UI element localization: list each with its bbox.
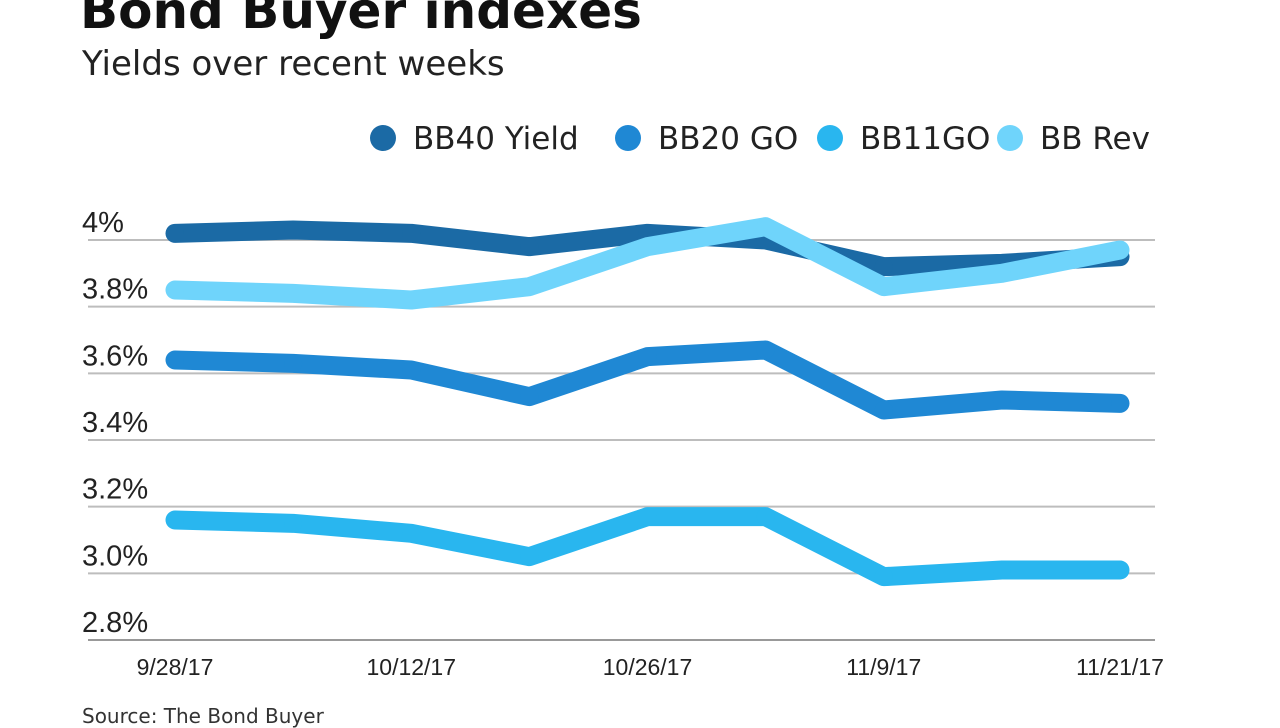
data-point xyxy=(284,221,303,239)
data-point xyxy=(638,237,657,256)
x-tick-label: 11/9/17 xyxy=(846,654,921,680)
data-point xyxy=(1111,561,1129,579)
data-point xyxy=(402,224,421,243)
data-point xyxy=(1111,241,1129,259)
legend-marker xyxy=(997,125,1023,151)
data-point xyxy=(638,507,657,526)
data-point xyxy=(520,387,539,406)
data-point xyxy=(756,507,775,526)
chart-title: Bond Buyer indexes xyxy=(80,0,642,40)
source-note: Source: The Bond Buyer xyxy=(82,704,324,728)
data-point xyxy=(284,354,303,373)
legend-marker xyxy=(370,125,396,151)
x-tick-label: 10/12/17 xyxy=(366,654,456,680)
data-point xyxy=(166,281,184,299)
legend-label: BB20 GO xyxy=(658,121,798,157)
data-point xyxy=(874,277,893,296)
y-tick-label: 3.6% xyxy=(82,340,148,372)
legend-marker xyxy=(615,125,641,151)
data-point xyxy=(874,401,893,419)
y-tick-label: 3.4% xyxy=(82,407,148,439)
data-point xyxy=(284,514,303,533)
legend-label: BB Rev xyxy=(1040,121,1150,157)
x-tick-label: 10/26/17 xyxy=(603,654,693,680)
data-point xyxy=(520,547,539,566)
legend-label: BB11GO xyxy=(860,121,990,157)
y-tick-label: 3.2% xyxy=(82,474,148,506)
legend-marker xyxy=(817,125,843,151)
data-point xyxy=(284,284,303,303)
y-tick-label: 3.0% xyxy=(82,540,148,572)
data-point xyxy=(402,361,421,379)
data-point xyxy=(874,257,893,276)
data-point xyxy=(1111,394,1129,413)
data-point xyxy=(756,341,775,359)
chart-subtitle: Yields over recent weeks xyxy=(82,44,505,84)
data-point xyxy=(992,391,1011,409)
legend-label: BB40 Yield xyxy=(413,121,579,157)
data-point xyxy=(992,561,1011,579)
y-tick-label: 4% xyxy=(82,207,124,239)
x-tick-label: 11/21/17 xyxy=(1076,654,1164,680)
y-tick-label: 3.8% xyxy=(82,274,148,306)
data-point xyxy=(756,217,775,236)
data-point xyxy=(992,264,1011,283)
data-point xyxy=(520,277,539,296)
data-point xyxy=(402,524,421,543)
y-tick-label: 2.8% xyxy=(82,607,148,639)
data-point xyxy=(874,567,893,586)
data-point xyxy=(638,347,657,366)
data-point xyxy=(166,224,184,243)
data-point xyxy=(166,351,184,369)
data-point xyxy=(402,291,421,309)
x-tick-label: 9/28/17 xyxy=(137,654,214,680)
data-point xyxy=(166,511,184,529)
data-point xyxy=(520,237,539,256)
